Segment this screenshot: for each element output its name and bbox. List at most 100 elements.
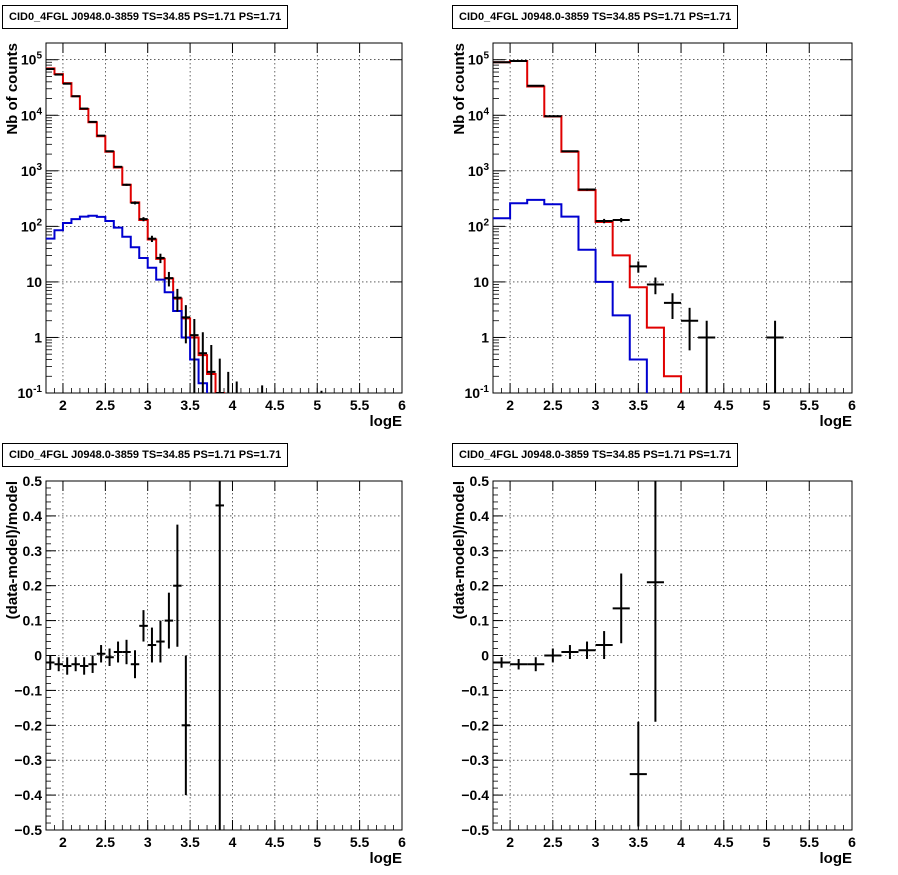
x-tick-label: 4.5 xyxy=(265,834,285,850)
y-tick-label: 103 xyxy=(21,162,43,179)
chart-title-bottom-left: CID0_4FGL J0948.0-3859 TS=34.85 PS=1.71 … xyxy=(2,443,289,467)
x-tick-label: 3 xyxy=(592,397,600,413)
y-tick-label: 0.1 xyxy=(23,613,43,629)
y-axis-label: Nb of counts xyxy=(451,43,468,135)
x-tick-label: 3 xyxy=(144,397,152,413)
x-tick-label: 2 xyxy=(506,397,514,413)
y-tick-label: 104 xyxy=(468,106,490,123)
chart-title-top-right: CID0_4FGL J0948.0-3859 TS=34.85 PS=1.71 … xyxy=(452,5,739,29)
model-total-step xyxy=(46,67,225,393)
y-tick-label: 0.5 xyxy=(470,473,490,489)
y-tick-label: 0 xyxy=(34,648,42,664)
y-tick-label: 102 xyxy=(21,217,43,234)
x-tick-label: 4 xyxy=(677,834,685,850)
y-tick-label: 10 xyxy=(473,274,489,290)
x-tick-label: 5 xyxy=(313,834,321,850)
plot-area xyxy=(493,59,784,393)
x-tick-label: 2 xyxy=(59,397,67,413)
y-tick-label: 0 xyxy=(481,648,489,664)
plot-area xyxy=(493,481,664,827)
y-tick-label: 105 xyxy=(21,51,43,68)
x-tick-label: 6 xyxy=(398,834,406,850)
y-tick-label: 10-1 xyxy=(465,384,490,401)
x-tick-label: 2.5 xyxy=(96,397,116,413)
y-tick-label: −0.1 xyxy=(461,682,489,698)
y-tick-label: 1 xyxy=(34,329,42,345)
chart-panel-0: 2 2.5 3 3.5 4 4.5 5 5.5 6 10-1 1 10 102 103 104 105 logE… xyxy=(4,42,406,430)
x-tick-label: 2.5 xyxy=(96,834,116,850)
y-tick-label: 0.4 xyxy=(23,508,43,524)
plot-frame xyxy=(45,42,403,394)
y-axis-label: (data-model)/model xyxy=(4,481,21,619)
chart-panel-3: 2 2.5 3 3.5 4 4.5 5 5.5 6 −0.5 −0.4 −0.3 −0.2 −0.1 0 0.… xyxy=(451,473,856,867)
y-tick-label: −0.5 xyxy=(461,822,489,838)
chart-panel-2: 2 2.5 3 3.5 4 4.5 5 5.5 6 −0.5 −0.4 −0.3 −0.2 −0.1 0 0.… xyxy=(4,473,406,867)
model-component-step xyxy=(493,198,648,393)
x-tick-label: 5 xyxy=(763,834,771,850)
x-axis-label: logE xyxy=(820,413,853,430)
y-tick-label: −0.4 xyxy=(461,787,489,803)
y-tick-label: 1 xyxy=(481,329,489,345)
x-tick-label: 3.5 xyxy=(629,397,649,413)
y-tick-label: −0.4 xyxy=(14,787,42,803)
x-axis-label: logE xyxy=(370,413,403,430)
model-component-step xyxy=(46,214,209,393)
y-tick-label: 0.1 xyxy=(470,613,490,629)
y-axis-label: (data-model)/model xyxy=(451,481,468,619)
x-tick-label: 5 xyxy=(313,397,321,413)
y-tick-label: 102 xyxy=(468,217,490,234)
plot-area xyxy=(46,481,224,830)
y-tick-label: −0.2 xyxy=(461,717,489,733)
x-tick-label: 3 xyxy=(144,834,152,850)
x-tick-label: 4 xyxy=(229,834,237,850)
chart-panel-1: 2 2.5 3 3.5 4 4.5 5 5.5 6 10-1 1 10 102 103 104 105 logE… xyxy=(451,42,856,430)
x-tick-label: 3.5 xyxy=(629,834,649,850)
x-tick-label: 4.5 xyxy=(714,834,734,850)
y-axis-label: Nb of counts xyxy=(4,43,21,135)
x-tick-label: 6 xyxy=(848,397,856,413)
y-tick-label: −0.3 xyxy=(461,752,489,768)
y-tick-label: 103 xyxy=(468,162,490,179)
x-tick-label: 5.5 xyxy=(350,834,370,850)
plot-frame xyxy=(492,480,853,831)
y-tick-label: −0.2 xyxy=(14,717,42,733)
y-tick-label: 104 xyxy=(21,106,43,123)
x-tick-label: 2.5 xyxy=(543,834,563,850)
chart-title-bottom-right: CID0_4FGL J0948.0-3859 TS=34.85 PS=1.71 … xyxy=(452,443,739,467)
x-tick-label: 2 xyxy=(59,834,67,850)
y-tick-label: −0.1 xyxy=(14,682,42,698)
x-tick-label: 3.5 xyxy=(180,397,200,413)
y-tick-label: 0.3 xyxy=(23,543,43,559)
x-tick-label: 5.5 xyxy=(350,397,370,413)
y-tick-label: 10 xyxy=(26,274,42,290)
x-axis-label: logE xyxy=(370,850,403,867)
x-tick-label: 4.5 xyxy=(265,397,285,413)
x-tick-label: 5 xyxy=(763,397,771,413)
x-tick-label: 4.5 xyxy=(714,397,734,413)
x-tick-label: 6 xyxy=(848,834,856,850)
x-tick-label: 6 xyxy=(398,397,406,413)
plot-frame xyxy=(45,480,403,831)
x-axis-label: logE xyxy=(820,850,853,867)
x-tick-label: 5.5 xyxy=(800,834,820,850)
x-tick-label: 4 xyxy=(229,397,237,413)
x-tick-label: 4 xyxy=(677,397,685,413)
y-tick-label: −0.3 xyxy=(14,752,42,768)
x-tick-label: 2 xyxy=(506,834,514,850)
x-tick-label: 3 xyxy=(592,834,600,850)
model-total-step xyxy=(493,59,683,393)
y-tick-label: 0.2 xyxy=(23,578,43,594)
y-tick-label: −0.5 xyxy=(14,822,42,838)
y-tick-label: 0.3 xyxy=(470,543,490,559)
x-tick-label: 2.5 xyxy=(543,397,563,413)
y-tick-label: 105 xyxy=(468,51,490,68)
chart-title-top-left: CID0_4FGL J0948.0-3859 TS=34.85 PS=1.71 … xyxy=(2,5,289,29)
x-tick-label: 5.5 xyxy=(800,397,820,413)
x-tick-label: 3.5 xyxy=(180,834,200,850)
y-tick-label: 0.4 xyxy=(470,508,490,524)
plot-frame xyxy=(492,42,853,394)
y-tick-label: 0.2 xyxy=(470,578,490,594)
plot-area xyxy=(46,67,323,393)
y-tick-label: 10-1 xyxy=(18,384,43,401)
